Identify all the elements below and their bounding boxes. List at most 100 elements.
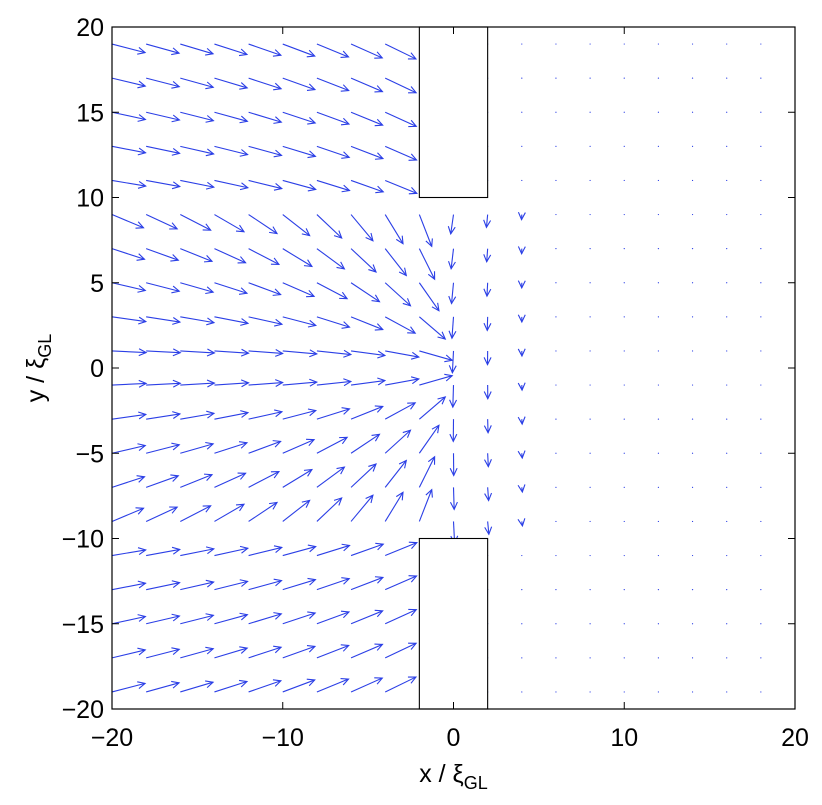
vector-arrow xyxy=(418,248,436,281)
vector-arrow xyxy=(384,43,418,60)
vector-arrow xyxy=(248,145,283,158)
vector-arrow xyxy=(282,544,317,557)
vector-arrow xyxy=(146,613,181,625)
vector-arrow xyxy=(418,282,440,312)
vector-arrow xyxy=(316,111,351,126)
vector-arrow xyxy=(517,382,526,392)
vector-dot xyxy=(657,350,660,352)
vector-arrow xyxy=(350,405,384,420)
vector-dot xyxy=(760,179,762,182)
vector-dot xyxy=(623,554,625,557)
vector-arrow xyxy=(517,246,526,255)
vector-dot xyxy=(555,350,557,352)
vector-dot xyxy=(589,691,591,693)
vector-arrow xyxy=(111,614,147,625)
vector-dot xyxy=(726,520,728,523)
vector-arrow xyxy=(316,316,351,329)
vector-dot xyxy=(555,248,557,250)
vector-arrow xyxy=(214,77,249,90)
vector-arrow xyxy=(517,416,526,426)
vector-arrow xyxy=(316,282,349,300)
vector-arrow xyxy=(111,580,147,591)
vector-dot xyxy=(691,486,694,488)
vector-dot xyxy=(726,282,728,284)
vector-arrow xyxy=(483,350,492,366)
vector-dot xyxy=(623,145,625,147)
vector-dot xyxy=(691,316,694,318)
vector-dot xyxy=(623,486,625,488)
vector-dot xyxy=(691,213,694,216)
vector-dot xyxy=(589,43,591,45)
vector-arrow xyxy=(248,612,283,625)
vector-arrow xyxy=(350,214,374,242)
y-tick-label: 15 xyxy=(76,99,104,127)
vector-arrow xyxy=(180,145,215,157)
vector-arrow xyxy=(214,579,249,591)
vector-dot xyxy=(623,111,625,113)
vector-arrow xyxy=(248,248,281,265)
vector-dot xyxy=(623,589,625,591)
vector-arrow xyxy=(214,679,249,693)
vector-arrow xyxy=(180,43,215,56)
vector-dot xyxy=(657,145,660,147)
vector-dot xyxy=(691,589,694,591)
vector-dot xyxy=(623,213,625,216)
vector-arrow xyxy=(316,466,346,488)
vector-arrow xyxy=(282,248,314,268)
vector-arrow xyxy=(146,145,181,156)
vector-dot xyxy=(726,316,728,318)
vector-dot xyxy=(760,248,762,250)
vector-dot xyxy=(589,213,591,216)
vector-arrow xyxy=(145,214,179,230)
vector-arrow xyxy=(145,506,179,522)
y-tick-label: −15 xyxy=(62,611,104,639)
y-tick-label: 0 xyxy=(90,355,104,383)
vector-arrow xyxy=(316,43,350,59)
vector-arrow xyxy=(316,214,343,239)
vector-arrow xyxy=(484,521,493,536)
vector-dot xyxy=(691,691,694,693)
vector-arrow xyxy=(350,316,384,331)
vector-dot xyxy=(555,77,557,79)
vector-dot xyxy=(555,589,557,591)
vector-arrow xyxy=(384,282,412,307)
vector-arrow xyxy=(350,282,381,303)
x-ticks: −20 −10 0 10 20 xyxy=(91,27,809,752)
vector-arrow xyxy=(517,518,526,528)
vector-dot xyxy=(657,486,660,488)
vector-dot xyxy=(760,145,762,147)
vector-arrow xyxy=(316,436,349,454)
vector-arrow xyxy=(180,579,215,591)
vector-dot xyxy=(589,623,591,625)
vector-arrow xyxy=(282,111,317,125)
vector-dot xyxy=(589,282,591,284)
vector-arrow xyxy=(350,179,385,194)
obstacles xyxy=(418,26,489,710)
vector-arrow xyxy=(282,316,318,328)
vector-dot xyxy=(726,179,728,182)
vector-dot xyxy=(555,657,557,659)
vector-arrow xyxy=(111,145,147,156)
vector-arrow xyxy=(214,503,246,522)
vector-dot xyxy=(623,384,625,386)
vector-arrow xyxy=(483,316,492,332)
vector-arrow xyxy=(316,145,351,159)
vector-arrow xyxy=(418,316,447,340)
vector-arrow xyxy=(484,487,493,502)
vector-arrow xyxy=(282,43,316,58)
vector-dot xyxy=(623,452,625,454)
vector-arrow xyxy=(483,282,492,298)
vector-arrow xyxy=(146,442,181,454)
vector-arrow xyxy=(214,43,249,57)
vector-arrow xyxy=(350,609,384,625)
vector-dot xyxy=(555,384,557,386)
vector-dot xyxy=(623,691,625,693)
vector-arrow xyxy=(111,282,147,293)
vector-dot xyxy=(760,111,762,113)
vector-arrow xyxy=(350,463,377,488)
vector-arrow xyxy=(282,577,317,591)
vector-dot xyxy=(521,589,523,591)
vector-dot xyxy=(623,418,625,420)
vector-arrow xyxy=(111,379,148,388)
vector-arrow xyxy=(111,547,147,557)
